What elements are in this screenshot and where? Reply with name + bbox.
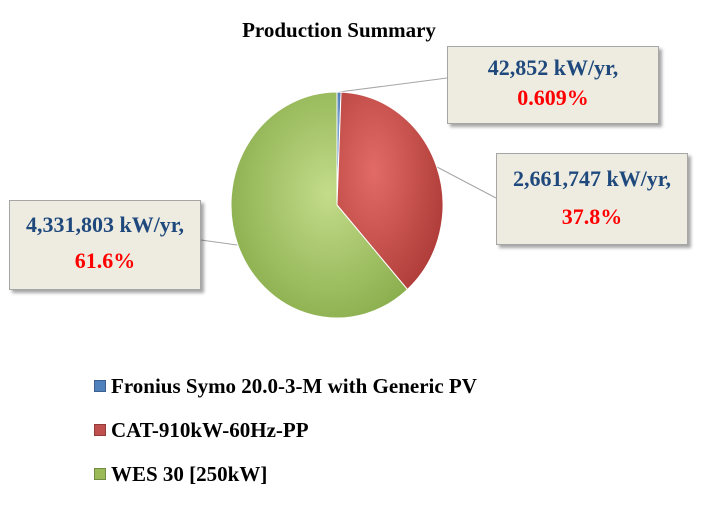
data-label-cat-percent: 37.8% [561,204,623,229]
data-label-fronius-value: 42,852 kW/yr, [487,55,619,80]
leader-line-fronius [338,77,448,93]
legend-swatch-cat [94,424,106,436]
legend-swatch-wes [94,468,106,480]
data-label-fronius: 42,852 kW/yr, 0.609% [447,46,659,124]
data-label-wes: 4,331,803 kW/yr, 61.6% [9,200,201,290]
legend-item-wes: WES 30 [250kW] [94,452,477,496]
leader-line-cat [436,166,497,199]
chart-title: Production Summary [242,18,436,42]
data-label-wes-percent: 61.6% [74,248,136,273]
legend: Fronius Symo 20.0-3-M with Generic PV CA… [94,364,477,496]
pie-slice-cat [336,91,444,291]
legend-swatch-fronius [94,380,106,392]
pie-slice-wes [230,91,409,319]
leader-line-wes [200,239,238,246]
legend-item-cat: CAT-910kW-60Hz-PP [94,408,477,452]
data-label-cat: 2,661,747 kW/yr, 37.8% [496,153,688,245]
legend-item-fronius: Fronius Symo 20.0-3-M with Generic PV [94,364,477,408]
data-label-fronius-percent: 0.609% [517,85,589,110]
data-label-wes-value: 4,331,803 kW/yr, [25,212,185,237]
legend-label-cat: CAT-910kW-60Hz-PP [111,417,309,442]
legend-label-fronius: Fronius Symo 20.0-3-M with Generic PV [111,373,477,398]
legend-label-wes: WES 30 [250kW] [111,461,268,486]
data-label-cat-value: 2,661,747 kW/yr, [512,166,672,191]
